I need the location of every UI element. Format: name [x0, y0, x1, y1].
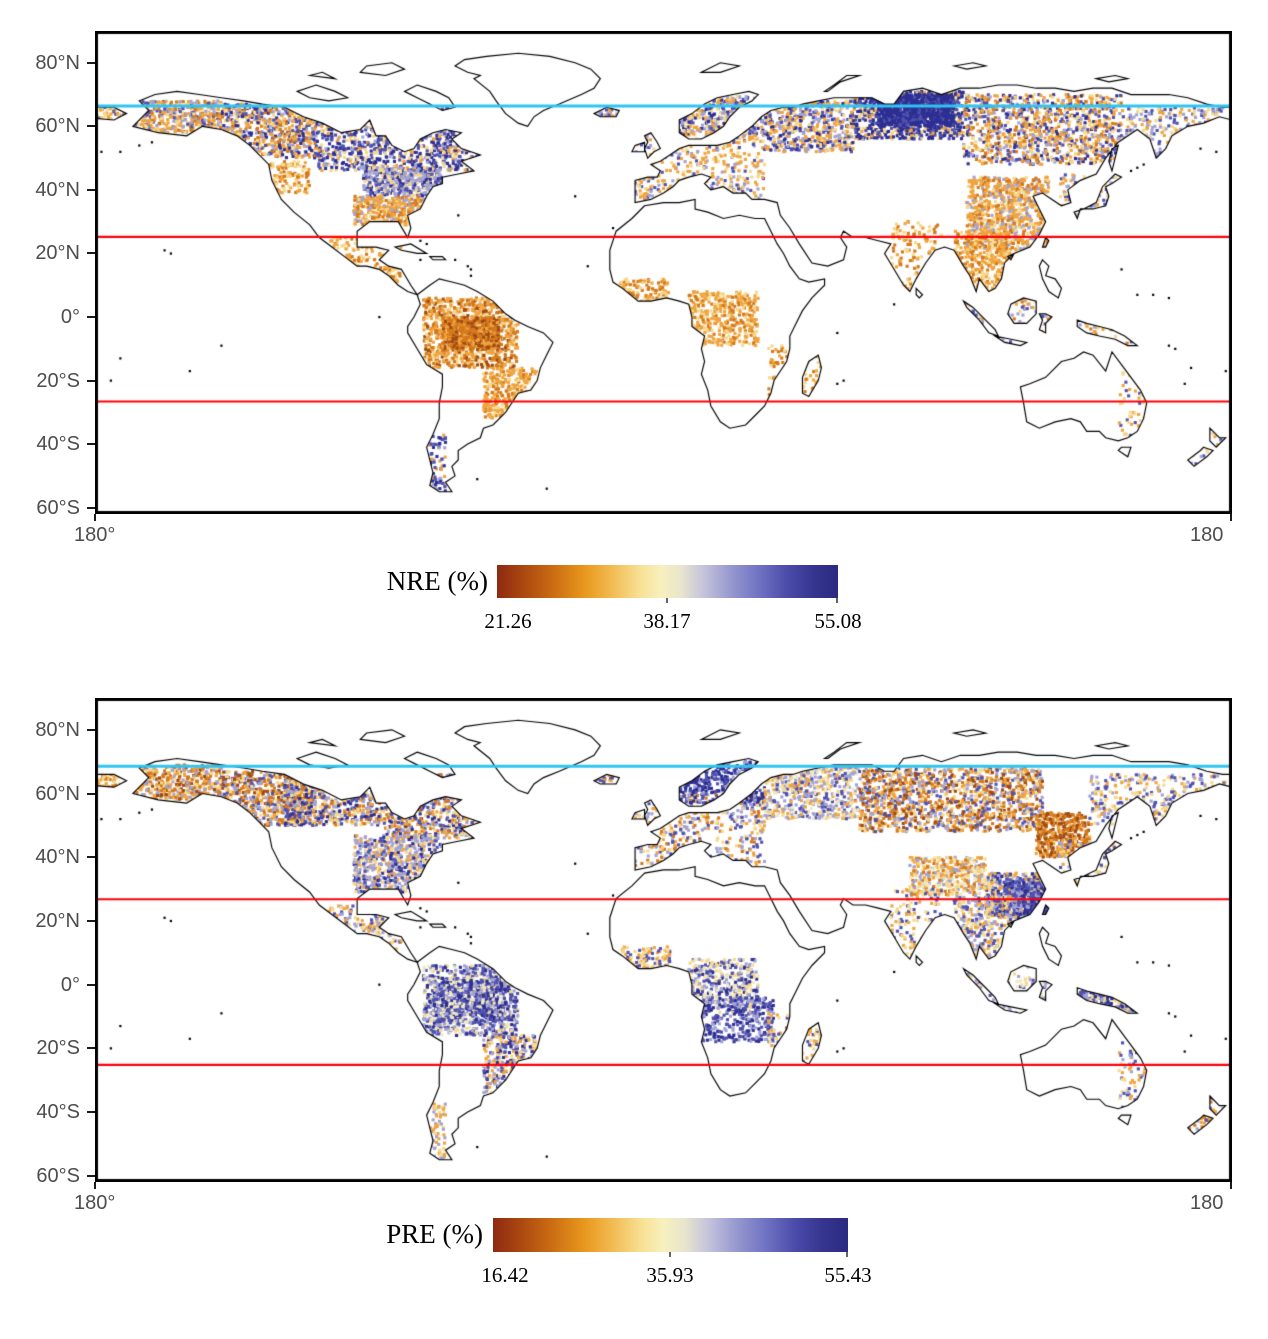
pre-colorbar-min-value: 16.42 — [481, 1263, 529, 1287]
lat-tick-label: 20°S — [36, 1037, 80, 1060]
lat-tick-label: 60°N — [35, 782, 80, 805]
pre-colorbar-max-tick — [846, 1252, 848, 1257]
pre-colorbar-mid-tick — [669, 1252, 671, 1257]
lat-tick-mark — [87, 792, 95, 795]
lat-tick-label: 80°N — [35, 51, 80, 74]
pre-colorbar-gradient — [493, 1218, 848, 1252]
x-tick-right-bottom — [1230, 1182, 1232, 1189]
lat-tick-mark — [87, 125, 95, 128]
nre-colorbar-gradient — [497, 565, 838, 598]
lat-tick-mark — [87, 856, 95, 859]
lat-tick-label: 40°S — [36, 1100, 80, 1123]
x-axis-label-left-bottom: 180° — [74, 1192, 116, 1214]
x-axis-label-left-top: 180° — [74, 524, 116, 546]
lat-tick-mark — [87, 188, 95, 191]
lat-tick-label: 60°S — [36, 1164, 80, 1187]
pre-colorbar-mid-value: 35.93 — [646, 1263, 694, 1287]
x-tick-right-top — [1230, 514, 1232, 521]
lat-tick-mark — [87, 61, 95, 64]
lat-tick-mark — [87, 1047, 95, 1050]
lat-tick-mark — [87, 443, 95, 446]
lat-tick-label: 60°S — [36, 496, 80, 519]
lat-tick-label: 40°N — [35, 846, 80, 869]
x-tick-left-bottom — [94, 1182, 96, 1189]
pre-colorbar-title: PRE (%) — [386, 1219, 483, 1249]
lat-tick-label: 20°N — [35, 242, 80, 265]
lat-tick-mark — [87, 919, 95, 922]
lat-tick-mark — [87, 379, 95, 382]
lat-tick-label: 0° — [60, 973, 80, 996]
lat-tick-mark — [87, 1174, 95, 1177]
nre-colorbar-mid-value: 38.17 — [643, 609, 691, 633]
lat-tick-label: 40°N — [35, 178, 80, 201]
lat-tick-label: 20°S — [36, 369, 80, 392]
lat-tick-mark — [87, 252, 95, 255]
lat-tick-mark — [87, 728, 95, 731]
lat-tick-mark — [87, 1110, 95, 1113]
x-tick-left-top — [94, 514, 96, 521]
lat-tick-mark — [87, 506, 95, 509]
lat-tick-mark — [87, 315, 95, 318]
lat-tick-mark — [87, 983, 95, 986]
pre-colorbar-max-value: 55.43 — [824, 1263, 872, 1287]
nre-colorbar-title: NRE (%) — [386, 566, 488, 596]
lat-tick-label: 40°S — [36, 433, 80, 456]
nre-colorbar-min-value: 21.26 — [484, 609, 532, 633]
pre-world-map-canvas — [95, 698, 1232, 1182]
nre-colorbar-max-tick — [836, 598, 838, 603]
lat-tick-label: 20°N — [35, 909, 80, 932]
nre-world-map-canvas — [95, 31, 1232, 514]
x-axis-label-right-top: 180 — [1190, 524, 1224, 546]
lat-tick-label: 60°N — [35, 115, 80, 138]
lat-tick-label: 80°N — [35, 718, 80, 741]
lat-tick-label: 0° — [60, 305, 80, 328]
nre-colorbar-mid-tick — [666, 598, 668, 603]
nre-colorbar-max-value: 55.08 — [814, 609, 862, 633]
x-axis-label-right-bottom: 180 — [1190, 1192, 1224, 1214]
